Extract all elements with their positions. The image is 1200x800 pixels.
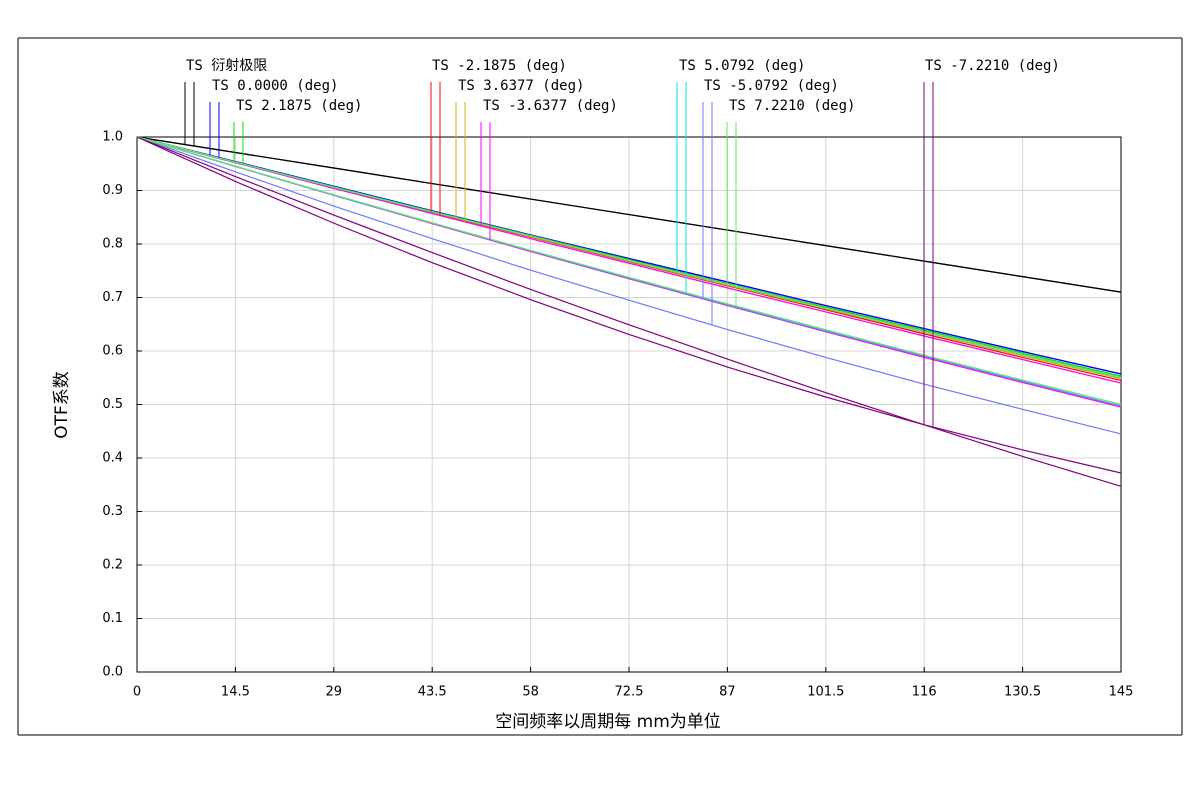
series-line bbox=[136, 136, 1122, 406]
x-tick-label: 87 bbox=[719, 685, 736, 700]
legend-label: TS 7.2210 (deg) bbox=[729, 98, 855, 114]
x-tick-label: 116 bbox=[912, 685, 937, 700]
legend-label: TS 衍射极限 bbox=[186, 58, 267, 74]
y-tick-label: 0.5 bbox=[102, 397, 123, 412]
y-tick-label: 1.0 bbox=[102, 130, 123, 145]
x-tick-label: 58 bbox=[522, 685, 539, 700]
y-tick-label: 0.0 bbox=[102, 665, 123, 680]
legend-label: TS -5.0792 (deg) bbox=[704, 78, 839, 94]
y-tick-label: 0.2 bbox=[102, 558, 123, 573]
legend-label: TS -2.1875 (deg) bbox=[432, 58, 567, 74]
series-line bbox=[136, 136, 1122, 293]
series-line bbox=[136, 136, 1122, 474]
x-tick-label: 29 bbox=[326, 685, 343, 700]
x-axis-label: 空间频率以周期每 mm为单位 bbox=[495, 712, 721, 732]
legend-label: TS 5.0792 (deg) bbox=[679, 58, 805, 74]
legend-label: TS -3.6377 (deg) bbox=[483, 98, 618, 114]
x-tick-label: 0 bbox=[133, 685, 141, 700]
y-tick-label: 0.7 bbox=[102, 290, 123, 305]
x-tick-label: 72.5 bbox=[615, 685, 644, 700]
x-tick-label: 145 bbox=[1109, 685, 1134, 700]
y-tick-label: 0.8 bbox=[102, 237, 123, 252]
y-tick-label: 0.3 bbox=[102, 504, 123, 519]
legend-label: TS 3.6377 (deg) bbox=[458, 78, 584, 94]
y-tick-label: 0.4 bbox=[102, 451, 123, 466]
series-line bbox=[136, 136, 1122, 384]
series-line bbox=[136, 136, 1122, 487]
legend-label: TS 0.0000 (deg) bbox=[212, 78, 338, 94]
y-tick-label: 0.1 bbox=[102, 611, 123, 626]
y-tick-label: 0.9 bbox=[102, 183, 123, 198]
y-axis-label: OTF系数 bbox=[52, 371, 72, 439]
y-tick-label: 0.6 bbox=[102, 344, 123, 359]
series-line bbox=[136, 136, 1122, 435]
x-tick-label: 14.5 bbox=[221, 685, 250, 700]
series-line bbox=[136, 136, 1122, 379]
x-tick-label: 130.5 bbox=[1004, 685, 1041, 700]
x-tick-label: 43.5 bbox=[418, 685, 447, 700]
legend-label: TS -7.2210 (deg) bbox=[925, 58, 1060, 74]
legend-label: TS 2.1875 (deg) bbox=[236, 98, 362, 114]
x-tick-label: 101.5 bbox=[807, 685, 844, 700]
